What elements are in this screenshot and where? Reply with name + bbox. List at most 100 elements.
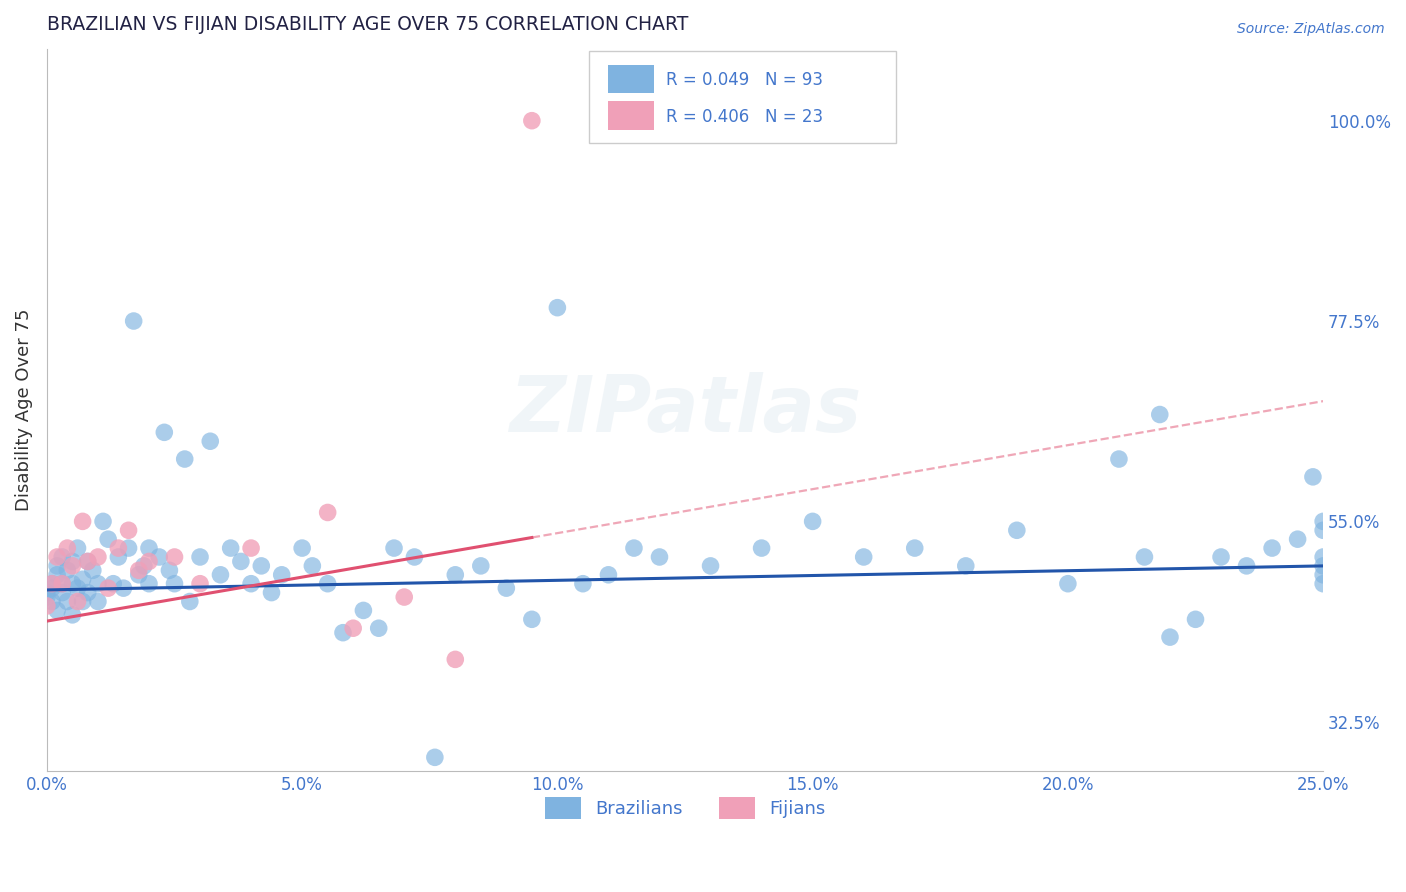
- Point: [1312, 576, 1334, 591]
- Point: [250, 558, 273, 573]
- Text: R = 0.406   N = 23: R = 0.406 N = 23: [666, 108, 823, 126]
- Point: [122, 314, 145, 328]
- Point: [97, 581, 120, 595]
- Point: [546, 301, 568, 315]
- Point: [188, 549, 211, 564]
- Point: [87, 549, 110, 564]
- Point: [291, 541, 314, 555]
- Point: [1209, 549, 1232, 564]
- Point: [1312, 567, 1334, 582]
- Point: [188, 576, 211, 591]
- Point: [62, 554, 84, 568]
- Point: [801, 514, 824, 528]
- Point: [46, 549, 69, 564]
- Text: BRAZILIAN VS FIJIAN DISABILITY AGE OVER 75 CORRELATION CHART: BRAZILIAN VS FIJIAN DISABILITY AGE OVER …: [46, 15, 689, 34]
- Point: [62, 607, 84, 622]
- Text: Source: ZipAtlas.com: Source: ZipAtlas.com: [1237, 22, 1385, 37]
- Point: [444, 652, 467, 666]
- Point: [72, 594, 94, 608]
- Point: [46, 567, 69, 582]
- Point: [1312, 523, 1334, 537]
- Point: [260, 585, 283, 599]
- Point: [91, 514, 114, 528]
- Point: [117, 541, 139, 555]
- Point: [35, 599, 58, 613]
- Point: [62, 558, 84, 573]
- Point: [1108, 452, 1130, 467]
- Point: [112, 581, 135, 595]
- Point: [153, 425, 176, 440]
- Point: [76, 554, 98, 568]
- Point: [219, 541, 242, 555]
- Point: [103, 576, 125, 591]
- Point: [148, 549, 170, 564]
- Point: [352, 603, 374, 617]
- Point: [1005, 523, 1028, 537]
- Point: [107, 541, 129, 555]
- Point: [904, 541, 927, 555]
- Point: [128, 563, 150, 577]
- Point: [1312, 514, 1334, 528]
- Point: [128, 567, 150, 582]
- Point: [87, 576, 110, 591]
- Point: [423, 750, 446, 764]
- FancyBboxPatch shape: [609, 101, 654, 129]
- Point: [46, 603, 69, 617]
- Point: [56, 541, 79, 555]
- Point: [394, 590, 416, 604]
- Point: [132, 558, 155, 573]
- Point: [41, 576, 63, 591]
- FancyBboxPatch shape: [609, 64, 654, 94]
- Point: [301, 558, 323, 573]
- Point: [72, 514, 94, 528]
- Point: [56, 594, 79, 608]
- Point: [138, 541, 160, 555]
- Point: [51, 576, 73, 591]
- Point: [41, 576, 63, 591]
- Point: [1312, 558, 1334, 573]
- Point: [623, 541, 645, 555]
- Point: [51, 585, 73, 599]
- Point: [1261, 541, 1284, 555]
- Point: [157, 563, 180, 577]
- Point: [1149, 408, 1171, 422]
- Point: [1312, 549, 1334, 564]
- Point: [76, 554, 98, 568]
- Point: [444, 567, 467, 582]
- Point: [699, 558, 721, 573]
- Point: [82, 563, 104, 577]
- Point: [66, 581, 89, 595]
- Point: [66, 594, 89, 608]
- Point: [117, 523, 139, 537]
- Point: [598, 567, 620, 582]
- Point: [41, 594, 63, 608]
- Point: [41, 581, 63, 595]
- Point: [240, 541, 263, 555]
- Point: [1133, 549, 1156, 564]
- FancyBboxPatch shape: [589, 51, 896, 144]
- Point: [316, 506, 339, 520]
- Point: [35, 585, 58, 599]
- Point: [163, 549, 186, 564]
- Legend: Brazilians, Fijians: Brazilians, Fijians: [537, 790, 832, 827]
- Point: [572, 576, 595, 591]
- Point: [1302, 470, 1324, 484]
- Text: R = 0.049   N = 93: R = 0.049 N = 93: [666, 71, 823, 89]
- Point: [1184, 612, 1206, 626]
- Point: [1057, 576, 1080, 591]
- Point: [97, 532, 120, 546]
- Point: [382, 541, 405, 555]
- Point: [240, 576, 263, 591]
- Point: [1286, 532, 1309, 546]
- Point: [955, 558, 977, 573]
- Point: [648, 549, 671, 564]
- Point: [1236, 558, 1258, 573]
- Point: [332, 625, 354, 640]
- Point: [62, 576, 84, 591]
- Point: [107, 549, 129, 564]
- Point: [200, 434, 222, 449]
- Point: [470, 558, 492, 573]
- Point: [316, 576, 339, 591]
- Point: [495, 581, 517, 595]
- Point: [342, 621, 364, 635]
